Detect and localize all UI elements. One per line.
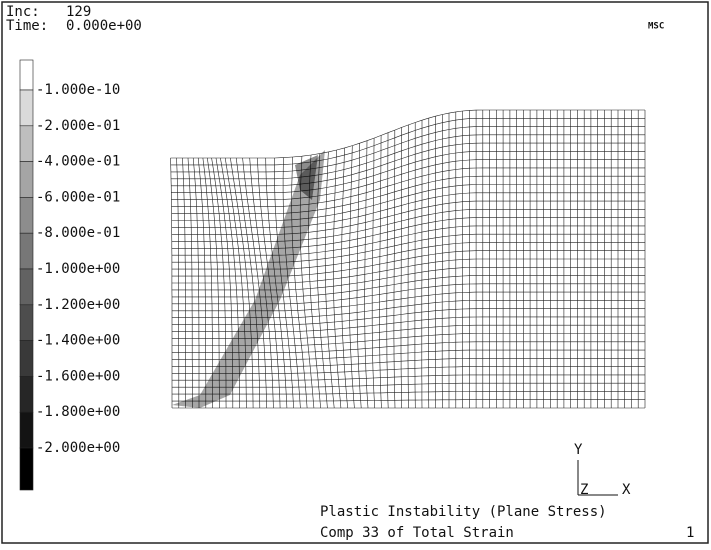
legend-label: -1.400e+00 [36,333,120,349]
color-swatch [20,197,33,233]
legend-label: -1.000e-10 [36,82,120,98]
footer-page: 1 [686,525,694,541]
logo: MSC [648,22,664,32]
triad-x: X [622,482,631,498]
color-swatch [20,412,33,448]
legend-label: -4.000e-01 [36,154,120,170]
legend-label: -1.000e+00 [36,261,120,277]
triad-z: Z [580,482,588,498]
legend-label: -1.600e+00 [36,368,120,384]
legend-label: -1.800e+00 [36,404,120,420]
legend-label: -2.000e+00 [36,440,120,456]
legend-label: -1.200e+00 [36,297,120,313]
footer-title: Plastic Instability (Plane Stress) [320,504,607,520]
color-swatch [20,448,33,490]
color-swatch [20,376,33,412]
time-value: 0.000e+00 [66,18,142,34]
color-swatch [20,269,33,305]
triad-y: Y [574,442,583,458]
color-swatch [20,233,33,269]
legend-label: -8.000e-01 [36,225,120,241]
color-swatch [20,162,33,198]
color-swatch [20,126,33,162]
footer-subtitle: Comp 33 of Total Strain [320,525,514,541]
color-swatch [20,60,33,90]
color-swatch [20,305,33,341]
legend-label: -2.000e-01 [36,118,120,134]
color-swatch [20,341,33,377]
time-label: Time: [6,18,48,34]
legend-label: -6.000e-01 [36,189,120,205]
color-swatch [20,90,33,126]
